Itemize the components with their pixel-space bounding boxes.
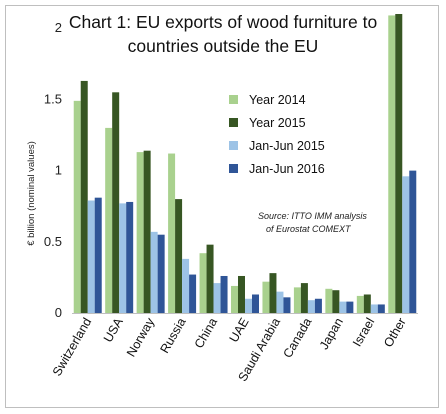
x-category-label: Russia bbox=[157, 315, 188, 355]
bar-year-2014-canada bbox=[293, 287, 301, 313]
x-category-label: Switzerland bbox=[50, 315, 94, 378]
legend-label: Jan-Jun 2015 bbox=[249, 139, 325, 153]
bar-jan-jun-2016-switzerland bbox=[94, 197, 102, 313]
y-tick-label: 1.5 bbox=[44, 91, 62, 106]
bar-year-2015-other bbox=[395, 14, 403, 313]
chart-legend: Year 2014 Year 2015 Jan-Jun 2015 Jan-Jun 20… bbox=[229, 93, 325, 176]
legend-label: Jan-Jun 2016 bbox=[249, 162, 325, 176]
legend-swatch bbox=[229, 164, 238, 173]
bar-jan-jun-2016-uae bbox=[252, 294, 259, 313]
x-category-label: Canada bbox=[280, 315, 314, 360]
x-category-label: USA bbox=[101, 315, 126, 345]
bar-jan-jun-2015-switzerland bbox=[87, 200, 95, 313]
legend-swatch bbox=[229, 141, 238, 150]
bar-year-2014-israel bbox=[356, 295, 364, 313]
bar-year-2014-norway bbox=[136, 152, 144, 313]
bar-jan-jun-2015-norway bbox=[150, 231, 158, 313]
bar-year-2014-japan bbox=[325, 288, 333, 313]
legend-swatch bbox=[229, 118, 238, 127]
bar-year-2015-canada bbox=[300, 283, 308, 313]
bar-jan-jun-2016-russia bbox=[189, 274, 197, 313]
bar-year-2014-uae bbox=[231, 285, 238, 313]
bar-jan-jun-2015-other bbox=[402, 176, 410, 313]
bar-jan-jun-2015-usa bbox=[119, 203, 127, 313]
bar-jan-jun-2015-canada bbox=[307, 300, 315, 313]
y-tick-label: 2 bbox=[55, 20, 62, 35]
bar-jan-jun-2015-japan bbox=[339, 301, 347, 313]
bar-year-2015-usa bbox=[112, 92, 120, 313]
bar-year-2015-switzerland bbox=[80, 80, 88, 314]
x-category-label: UAE bbox=[227, 316, 252, 345]
bar-year-2015-israel bbox=[363, 294, 371, 313]
chart-title-line-2: countries outside the EU bbox=[127, 36, 319, 56]
bar-jan-jun-2016-china bbox=[220, 275, 228, 313]
x-category-label: Israel bbox=[350, 316, 377, 349]
bar-year-2014-china bbox=[199, 253, 207, 313]
bar-jan-jun-2016-israel bbox=[377, 304, 385, 313]
bar-year-2014-russia bbox=[168, 153, 176, 313]
source-note-line-2: of Eurostat COMEXT bbox=[266, 224, 352, 234]
bar-year-2015-china bbox=[206, 244, 214, 313]
chart-title-line-1: Chart 1: EU exports of wood furniture to bbox=[68, 12, 378, 32]
legend-label: Year 2014 bbox=[249, 93, 306, 107]
chart-bars bbox=[73, 14, 417, 314]
bar-jan-jun-2016-norway bbox=[157, 234, 165, 313]
bar-year-2014-usa bbox=[105, 127, 113, 314]
x-category-label: Japan bbox=[317, 315, 346, 352]
y-axis-label: € billion (nominal values) bbox=[26, 141, 37, 246]
bar-jan-jun-2015-uae bbox=[245, 298, 252, 313]
bar-jan-jun-2016-canada bbox=[314, 298, 322, 313]
chart-title: Chart 1: EU exports of wood furniture to… bbox=[0, 10, 446, 58]
y-tick-label: 1 bbox=[55, 163, 62, 178]
bar-year-2014-saudi-arabia bbox=[262, 281, 270, 313]
bar-year-2015-uae bbox=[238, 275, 245, 313]
bar-jan-jun-2015-china bbox=[213, 283, 221, 313]
bar-jan-jun-2016-saudi-arabia bbox=[283, 297, 291, 313]
source-note-line-1: Source: ITTO IMM analysis bbox=[258, 211, 367, 221]
bar-year-2014-switzerland bbox=[73, 100, 81, 313]
bar-year-2015-saudi-arabia bbox=[269, 273, 277, 313]
x-category-label: Norway bbox=[124, 315, 158, 359]
bar-jan-jun-2015-russia bbox=[182, 258, 190, 313]
bar-jan-jun-2015-saudi-arabia bbox=[276, 291, 284, 313]
x-category-label: Other bbox=[381, 316, 409, 350]
bar-year-2015-japan bbox=[332, 290, 340, 313]
y-tick-label: 0 bbox=[55, 305, 62, 320]
bar-jan-jun-2016-japan bbox=[346, 301, 354, 313]
legend-label: Year 2015 bbox=[249, 116, 306, 130]
y-tick-label: 0.5 bbox=[44, 234, 62, 249]
bar-jan-jun-2016-other bbox=[409, 170, 417, 313]
x-category-label: China bbox=[192, 315, 220, 350]
bar-year-2015-norway bbox=[143, 150, 151, 313]
bar-jan-jun-2016-usa bbox=[126, 201, 134, 313]
bar-jan-jun-2015-israel bbox=[370, 304, 378, 313]
legend-swatch bbox=[229, 95, 238, 104]
bar-year-2014-other bbox=[388, 15, 396, 314]
bar-year-2015-russia bbox=[175, 199, 183, 313]
